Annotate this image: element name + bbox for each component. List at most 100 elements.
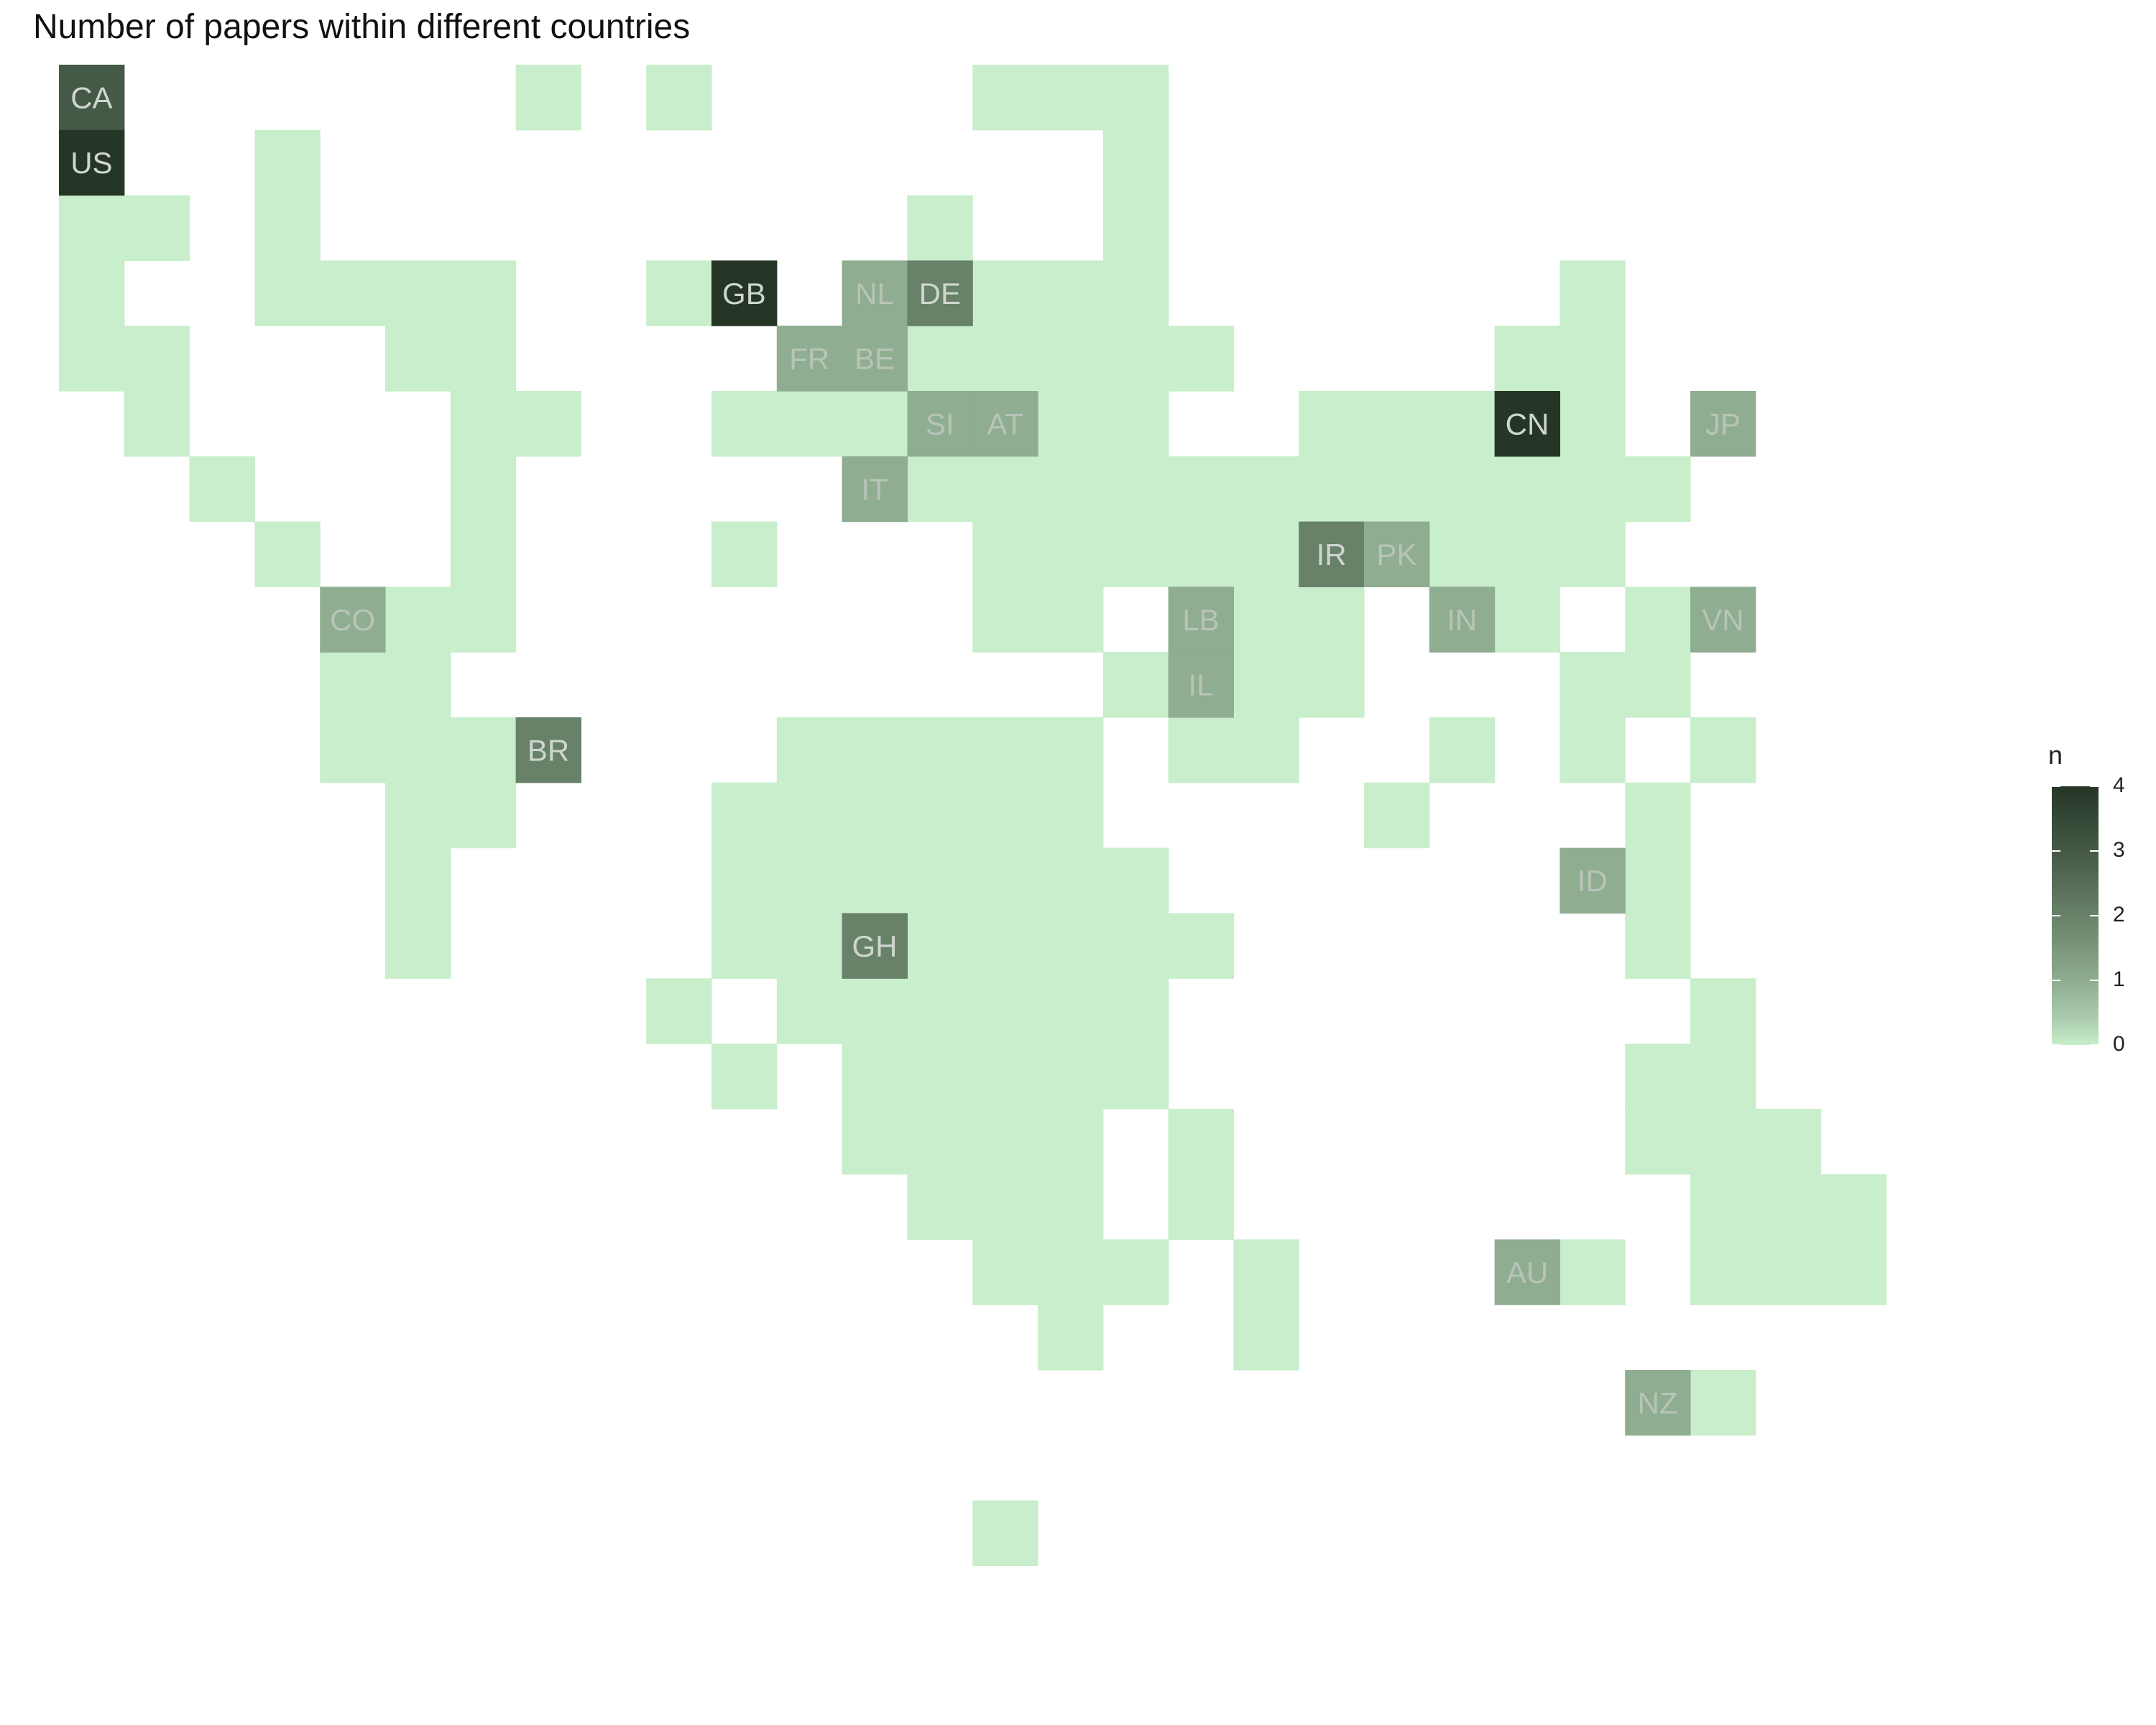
background-tile — [1299, 586, 1365, 653]
country-tile-at[interactable]: AT — [972, 391, 1038, 457]
background-tile — [1102, 978, 1169, 1044]
country-tile-jp[interactable]: JP — [1690, 391, 1756, 457]
country-tile-fr[interactable]: FR — [776, 326, 843, 392]
background-tile — [907, 1044, 973, 1110]
country-tile-fill — [515, 717, 581, 783]
background-tile — [1102, 65, 1169, 131]
background-tile — [842, 847, 908, 914]
background-tile — [1102, 391, 1169, 457]
background-tile — [907, 326, 973, 392]
country-code-label: IR — [1317, 538, 1347, 571]
background-tile — [972, 586, 1038, 653]
background-tile — [1755, 1239, 1822, 1305]
background-tile — [1102, 521, 1169, 587]
country-tile-it[interactable]: IT — [842, 456, 908, 523]
background-tile — [1233, 652, 1299, 718]
country-tile-il[interactable]: IL — [1168, 652, 1234, 718]
country-tile-fill — [1690, 586, 1756, 653]
country-tile-fill — [1168, 652, 1234, 718]
map-title: Number of papers within different countr… — [33, 8, 691, 46]
country-tile-ir[interactable]: IR — [1299, 521, 1365, 587]
background-tile — [1820, 1239, 1886, 1305]
background-tile — [972, 782, 1038, 849]
background-tile — [59, 326, 125, 392]
background-tile — [972, 1108, 1038, 1175]
country-tile-nl[interactable]: NL — [842, 260, 908, 326]
country-tile-us[interactable]: US — [59, 129, 125, 196]
country-tile-fill — [320, 586, 386, 653]
background-tile — [907, 717, 973, 783]
country-code-label: NZ — [1638, 1386, 1678, 1420]
country-tile-cn[interactable]: CN — [1494, 391, 1560, 457]
background-tile — [1233, 586, 1299, 653]
country-code-label: US — [70, 146, 112, 180]
background-tile — [1038, 1239, 1104, 1305]
country-tile-fill — [907, 260, 973, 326]
background-tile — [1820, 1174, 1886, 1240]
background-tile — [1102, 456, 1169, 523]
country-tile-nz[interactable]: NZ — [1625, 1370, 1691, 1436]
country-tile-co[interactable]: CO — [320, 586, 386, 653]
background-tile — [972, 913, 1038, 979]
background-tile — [385, 717, 451, 783]
background-tile — [1625, 456, 1691, 523]
background-tile — [646, 978, 712, 1044]
country-tile-de[interactable]: DE — [907, 260, 973, 326]
background-tile — [972, 326, 1038, 392]
country-code-label: PK — [1376, 538, 1416, 571]
background-tile — [1168, 717, 1234, 783]
background-tile — [385, 847, 451, 914]
background-tile — [842, 391, 908, 457]
background-tile — [1038, 260, 1104, 326]
background-tile — [972, 1239, 1038, 1305]
country-tile-gb[interactable]: GB — [711, 260, 778, 326]
background-tile — [450, 717, 517, 783]
country-code-label: GB — [722, 277, 766, 310]
country-tile-id[interactable]: ID — [1560, 847, 1626, 914]
background-tile — [1429, 717, 1496, 783]
background-tile — [1233, 717, 1299, 783]
background-tile — [1102, 195, 1169, 261]
background-tile — [1168, 913, 1234, 979]
country-tile-ca[interactable]: CA — [59, 65, 125, 131]
background-tile — [907, 913, 973, 979]
legend-tick-mark — [2090, 915, 2099, 916]
background-tile — [711, 782, 778, 849]
country-tile-fill — [1299, 521, 1365, 587]
background-tile — [1429, 456, 1496, 523]
background-tile — [1494, 456, 1560, 523]
background-tiles-layer — [59, 65, 1886, 1566]
background-tile — [450, 586, 517, 653]
country-tile-gh[interactable]: GH — [842, 913, 908, 979]
background-tile — [842, 978, 908, 1044]
country-tile-in[interactable]: IN — [1429, 586, 1496, 653]
background-tile — [1038, 586, 1104, 653]
country-tile-vn[interactable]: VN — [1690, 586, 1756, 653]
background-tile — [515, 65, 581, 131]
background-tile — [1299, 391, 1365, 457]
country-tile-fill — [1494, 391, 1560, 457]
background-tile — [1102, 652, 1169, 718]
country-tile-fill — [1364, 521, 1430, 587]
background-tile — [1102, 129, 1169, 196]
country-tile-fill — [776, 326, 843, 392]
background-tile — [711, 1044, 778, 1110]
legend-tick-mark — [2090, 1044, 2099, 1046]
background-tile — [972, 978, 1038, 1044]
background-tile — [1233, 521, 1299, 587]
country-tile-be[interactable]: BE — [842, 326, 908, 392]
background-tile — [776, 978, 843, 1044]
country-tile-au[interactable]: AU — [1494, 1239, 1560, 1305]
background-tile — [1560, 652, 1626, 718]
background-tile — [972, 847, 1038, 914]
country-code-label: CA — [70, 80, 112, 114]
country-code-label: IT — [861, 472, 888, 506]
country-tile-br[interactable]: BR — [515, 717, 581, 783]
background-tile — [972, 521, 1038, 587]
country-tile-pk[interactable]: PK — [1364, 521, 1430, 587]
country-code-label: FR — [789, 342, 829, 376]
country-tile-si[interactable]: SI — [907, 391, 973, 457]
country-tile-lb[interactable]: LB — [1168, 586, 1234, 653]
background-tile — [1102, 1239, 1169, 1305]
background-tile — [1168, 1174, 1234, 1240]
